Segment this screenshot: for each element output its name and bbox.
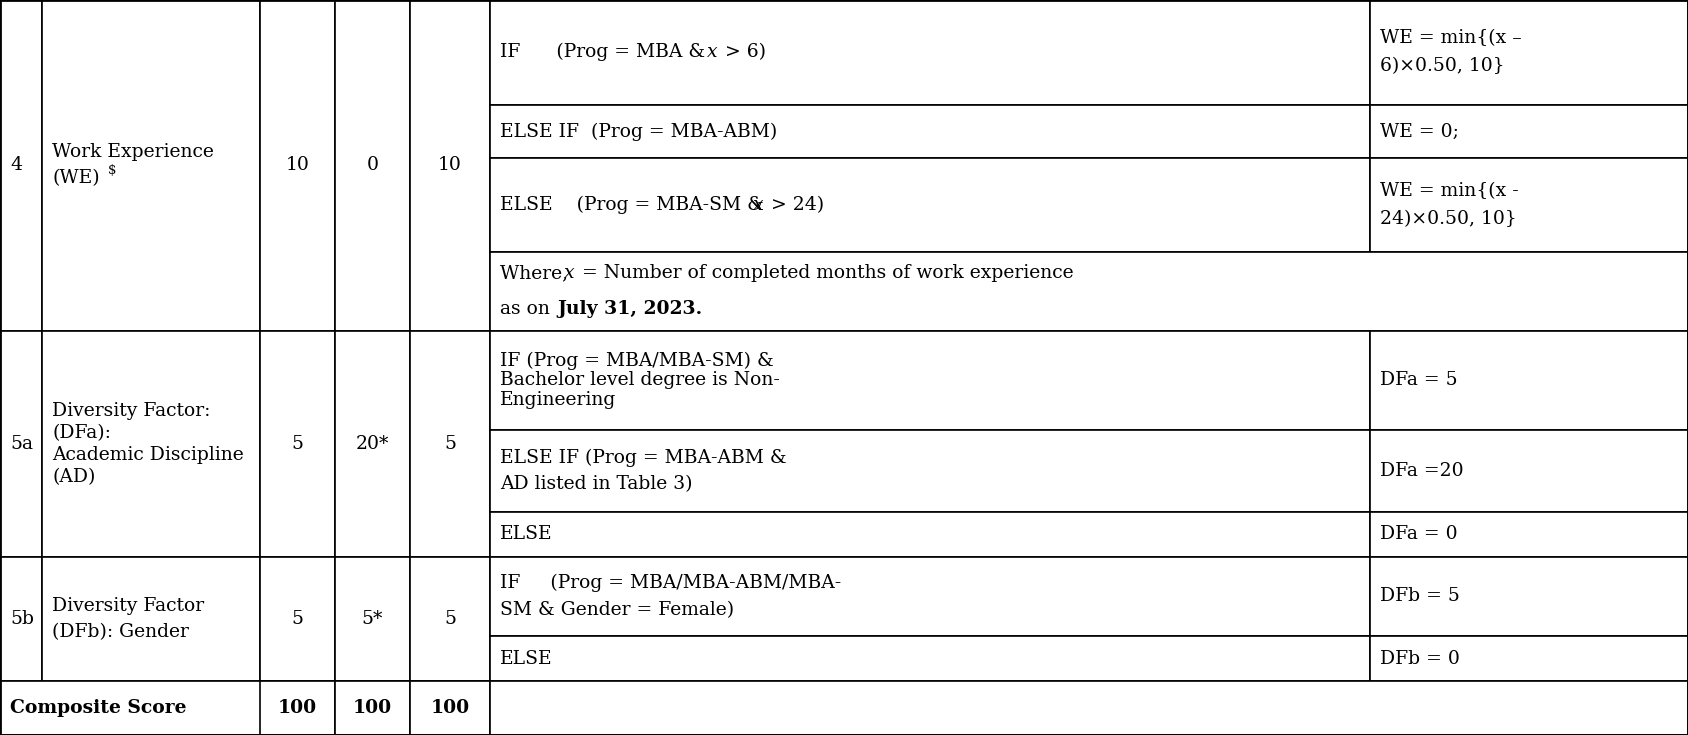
Text: Diversity Factor: Diversity Factor <box>52 597 204 615</box>
Text: 5: 5 <box>444 435 456 453</box>
Text: (DFa):: (DFa): <box>52 424 111 442</box>
Text: Composite Score: Composite Score <box>10 699 186 717</box>
Text: DFb = 5: DFb = 5 <box>1381 587 1460 606</box>
Text: 10: 10 <box>285 157 309 174</box>
Text: IF (Prog = MBA/MBA-SM) &: IF (Prog = MBA/MBA-SM) & <box>500 351 773 370</box>
Text: 5: 5 <box>444 610 456 628</box>
Text: x: x <box>564 264 574 282</box>
Bar <box>1371 0 1688 104</box>
Text: 100: 100 <box>430 699 469 717</box>
Text: as on: as on <box>500 300 555 318</box>
Bar <box>490 430 1371 512</box>
Text: IF     (Prog = MBA/MBA-ABM/MBA-: IF (Prog = MBA/MBA-ABM/MBA- <box>500 574 841 592</box>
Text: 20*: 20* <box>356 435 390 453</box>
Text: 5: 5 <box>292 610 304 628</box>
Text: DFa =20: DFa =20 <box>1381 462 1463 480</box>
Bar <box>1371 158 1688 251</box>
Bar <box>42 0 260 331</box>
Text: ELSE: ELSE <box>500 526 552 543</box>
Text: (AD): (AD) <box>52 467 96 486</box>
Bar <box>42 557 260 681</box>
Text: DFb = 0: DFb = 0 <box>1381 650 1460 667</box>
Bar <box>334 0 410 331</box>
Bar <box>0 0 42 331</box>
Text: 100: 100 <box>353 699 392 717</box>
Text: 6)×0.50, 10}: 6)×0.50, 10} <box>1381 57 1504 75</box>
Text: ELSE IF  (Prog = MBA-ABM): ELSE IF (Prog = MBA-ABM) <box>500 122 776 140</box>
Text: WE = 0;: WE = 0; <box>1381 123 1458 140</box>
Text: Where,: Where, <box>500 264 574 282</box>
Bar <box>1371 430 1688 512</box>
Bar <box>490 104 1371 158</box>
Bar <box>334 557 410 681</box>
Text: 5: 5 <box>292 435 304 453</box>
Bar <box>490 681 1688 735</box>
Bar <box>490 557 1371 636</box>
Bar <box>490 636 1371 681</box>
Text: Academic Discipline: Academic Discipline <box>52 446 243 464</box>
Bar <box>490 158 1371 251</box>
Text: 5b: 5b <box>10 610 34 628</box>
Text: (WE): (WE) <box>52 170 100 187</box>
Bar <box>260 331 334 557</box>
Bar <box>410 331 490 557</box>
Bar <box>260 681 334 735</box>
Bar <box>1371 104 1688 158</box>
Text: Engineering: Engineering <box>500 391 616 409</box>
Bar <box>0 681 490 735</box>
Text: $: $ <box>108 164 116 177</box>
Bar <box>0 557 42 681</box>
Text: DFa = 5: DFa = 5 <box>1381 371 1458 390</box>
Bar <box>42 331 260 557</box>
Text: 10: 10 <box>439 157 463 174</box>
Text: > 24): > 24) <box>765 196 824 214</box>
Text: DFa = 0: DFa = 0 <box>1381 526 1458 543</box>
Text: 5a: 5a <box>10 435 34 453</box>
Text: SM & Gender = Female): SM & Gender = Female) <box>500 600 734 619</box>
Bar <box>1371 636 1688 681</box>
Text: Work Experience: Work Experience <box>52 143 214 161</box>
Text: ELSE: ELSE <box>500 650 552 667</box>
Bar <box>490 251 1688 331</box>
Bar <box>410 681 490 735</box>
Text: WE = min{(​x –: WE = min{(​x – <box>1381 29 1523 47</box>
Bar <box>334 681 410 735</box>
Bar <box>260 0 334 331</box>
Text: Diversity Factor:: Diversity Factor: <box>52 402 211 420</box>
Text: AD listed in Table 3): AD listed in Table 3) <box>500 475 692 493</box>
Text: = Number of completed months of work experience: = Number of completed months of work exp… <box>576 264 1074 282</box>
Bar <box>490 331 1371 430</box>
Bar <box>1371 331 1688 430</box>
Bar <box>1371 557 1688 636</box>
Text: > 6): > 6) <box>719 43 766 61</box>
Bar <box>260 557 334 681</box>
Text: IF      (Prog = MBA &: IF (Prog = MBA & <box>500 43 711 62</box>
Text: ELSE    (Prog = MBA-SM &: ELSE (Prog = MBA-SM & <box>500 196 770 214</box>
Text: 0: 0 <box>366 157 378 174</box>
Text: 4: 4 <box>10 157 22 174</box>
Text: (DFb): Gender: (DFb): Gender <box>52 623 189 642</box>
Text: 24)×0.50, 10}: 24)×0.50, 10} <box>1381 210 1518 228</box>
Text: July 31, 2023.: July 31, 2023. <box>557 300 702 318</box>
Text: Bachelor level degree is Non-: Bachelor level degree is Non- <box>500 371 780 390</box>
Bar <box>0 331 42 557</box>
Text: ELSE IF (Prog = MBA-ABM &: ELSE IF (Prog = MBA-ABM & <box>500 448 787 467</box>
Text: x: x <box>707 43 717 61</box>
Text: WE = min{(x -: WE = min{(x - <box>1381 182 1519 200</box>
Text: 5*: 5* <box>361 610 383 628</box>
Bar <box>490 512 1371 557</box>
Bar <box>334 331 410 557</box>
Text: x: x <box>753 196 763 214</box>
Bar <box>1371 512 1688 557</box>
Bar <box>490 0 1371 104</box>
Bar <box>410 557 490 681</box>
Text: 100: 100 <box>279 699 317 717</box>
Bar <box>410 0 490 331</box>
